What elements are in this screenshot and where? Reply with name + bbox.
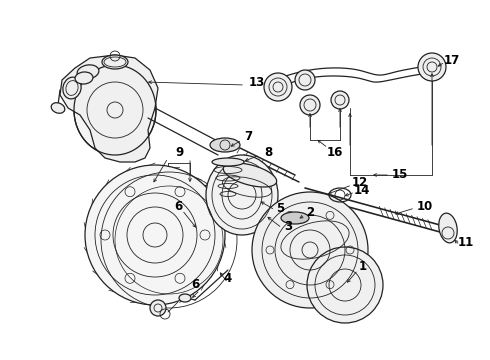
Text: 12: 12 <box>352 176 368 189</box>
PathPatch shape <box>60 55 158 162</box>
Text: 10: 10 <box>417 199 433 212</box>
Text: 7: 7 <box>244 130 252 144</box>
Text: 8: 8 <box>264 145 272 158</box>
Text: 16: 16 <box>327 145 343 158</box>
Circle shape <box>307 247 383 323</box>
Circle shape <box>150 300 166 316</box>
Ellipse shape <box>75 72 93 84</box>
Ellipse shape <box>77 65 99 79</box>
Ellipse shape <box>210 138 240 152</box>
Text: 9: 9 <box>175 147 183 159</box>
Text: 6: 6 <box>191 279 199 292</box>
Ellipse shape <box>63 77 81 99</box>
Ellipse shape <box>74 65 156 155</box>
Ellipse shape <box>281 212 309 224</box>
Circle shape <box>418 53 446 81</box>
Text: 13: 13 <box>249 76 265 89</box>
Circle shape <box>295 70 315 90</box>
Ellipse shape <box>51 103 65 113</box>
Circle shape <box>85 165 225 305</box>
Text: 6: 6 <box>174 201 182 213</box>
Text: 1: 1 <box>359 261 367 274</box>
Text: 4: 4 <box>224 271 232 284</box>
Text: 14: 14 <box>354 184 370 197</box>
Ellipse shape <box>439 213 457 243</box>
Text: 11: 11 <box>458 237 474 249</box>
Circle shape <box>264 73 292 101</box>
Ellipse shape <box>179 294 191 302</box>
Ellipse shape <box>102 55 128 69</box>
Text: 5: 5 <box>276 202 284 215</box>
Ellipse shape <box>206 155 278 235</box>
Text: 3: 3 <box>284 220 292 233</box>
Ellipse shape <box>212 158 244 166</box>
Text: 17: 17 <box>444 54 460 67</box>
Circle shape <box>300 95 320 115</box>
Text: 15: 15 <box>392 168 408 181</box>
Circle shape <box>252 192 368 308</box>
Circle shape <box>331 91 349 109</box>
Text: 2: 2 <box>306 207 314 220</box>
Ellipse shape <box>223 163 277 187</box>
